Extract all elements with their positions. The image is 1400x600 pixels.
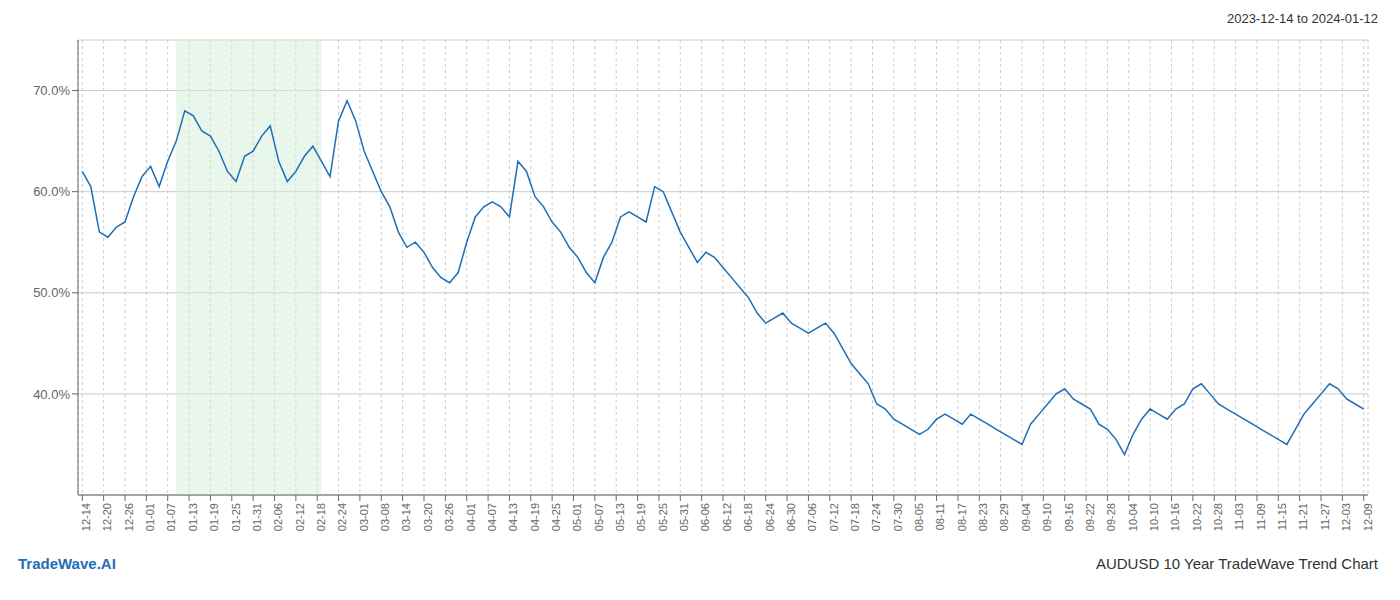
svg-text:04-01: 04-01 (465, 503, 477, 531)
svg-text:60.0%: 60.0% (33, 184, 70, 199)
svg-text:08-11: 08-11 (934, 503, 946, 530)
svg-text:02-12: 02-12 (294, 503, 306, 531)
svg-text:05-13: 05-13 (614, 503, 626, 531)
svg-text:01-31: 01-31 (251, 503, 263, 531)
svg-text:11-27: 11-27 (1319, 503, 1331, 530)
svg-text:03-26: 03-26 (443, 503, 455, 531)
svg-text:70.0%: 70.0% (33, 83, 70, 98)
svg-text:01-13: 01-13 (187, 503, 199, 531)
svg-text:12-14: 12-14 (80, 503, 92, 531)
svg-text:05-01: 05-01 (571, 503, 583, 531)
svg-text:09-22: 09-22 (1084, 503, 1096, 531)
html-text:AUDUSD 10 Year TradeWave Trend: AUDUSD 10 Year TradeWave Trend Chart (1095, 555, 1378, 572)
svg-text:40.0%: 40.0% (33, 387, 70, 402)
svg-text:12-03: 12-03 (1340, 503, 1352, 531)
svg-text:07-18: 07-18 (849, 503, 861, 531)
svg-text:08-05: 08-05 (913, 503, 925, 531)
svg-text:12-26: 12-26 (123, 503, 135, 531)
svg-text:07-24: 07-24 (870, 503, 882, 531)
svg-text:07-30: 07-30 (892, 503, 904, 531)
svg-text:11-21: 11-21 (1297, 503, 1309, 530)
svg-text:06-30: 06-30 (785, 503, 797, 531)
svg-text:10-22: 10-22 (1191, 503, 1203, 531)
svg-text:05-07: 05-07 (593, 503, 605, 531)
svg-text:10-04: 10-04 (1127, 503, 1139, 531)
svg-text:09-16: 09-16 (1063, 503, 1075, 531)
svg-text:09-28: 09-28 (1105, 503, 1117, 531)
svg-text:07-12: 07-12 (828, 503, 840, 531)
svg-text:01-01: 01-01 (144, 503, 156, 531)
svg-text:09-10: 09-10 (1041, 503, 1053, 531)
svg-text:08-29: 08-29 (998, 503, 1010, 531)
svg-text:05-19: 05-19 (635, 503, 647, 531)
svg-text:04-13: 04-13 (507, 503, 519, 531)
svg-text:06-12: 06-12 (721, 503, 733, 531)
svg-text:10-16: 10-16 (1169, 503, 1181, 531)
svg-text:10-10: 10-10 (1148, 503, 1160, 531)
svg-text:11-09: 11-09 (1255, 503, 1267, 530)
svg-text:11-15: 11-15 (1276, 503, 1288, 530)
svg-text:02-18: 02-18 (315, 503, 327, 531)
svg-text:03-08: 03-08 (379, 503, 391, 531)
svg-text:07-06: 07-06 (806, 503, 818, 531)
svg-text:12-20: 12-20 (101, 503, 113, 531)
svg-text:11-03: 11-03 (1233, 503, 1245, 530)
svg-text:01-25: 01-25 (230, 503, 242, 531)
svg-text:05-25: 05-25 (657, 503, 669, 531)
svg-text:10-28: 10-28 (1212, 503, 1224, 531)
svg-text:04-25: 04-25 (550, 503, 562, 531)
svg-text:02-06: 02-06 (272, 503, 284, 531)
svg-text:04-19: 04-19 (529, 503, 541, 531)
svg-text:09-04: 09-04 (1020, 503, 1032, 531)
svg-text:01-07: 01-07 (166, 503, 178, 531)
svg-text:06-24: 06-24 (764, 503, 776, 531)
svg-text:02-24: 02-24 (336, 503, 348, 531)
html-text:2023-12-14 to 2024-01-12: 2023-12-14 to 2024-01-12 (1226, 11, 1378, 26)
svg-text:50.0%: 50.0% (33, 285, 70, 300)
svg-text:01-19: 01-19 (208, 503, 220, 531)
svg-text:05-31: 05-31 (678, 503, 690, 531)
svg-text:04-07: 04-07 (486, 503, 498, 531)
svg-text:03-14: 03-14 (400, 503, 412, 531)
svg-text:03-20: 03-20 (422, 503, 434, 531)
svg-text:08-17: 08-17 (956, 503, 968, 531)
svg-text:12-09: 12-09 (1362, 503, 1374, 531)
svg-text:03-01: 03-01 (358, 503, 370, 531)
html-text:TradeWave.AI: TradeWave.AI (18, 555, 116, 572)
svg-text:06-18: 06-18 (742, 503, 754, 531)
svg-text:06-06: 06-06 (699, 503, 711, 531)
svg-text:08-23: 08-23 (977, 503, 989, 531)
